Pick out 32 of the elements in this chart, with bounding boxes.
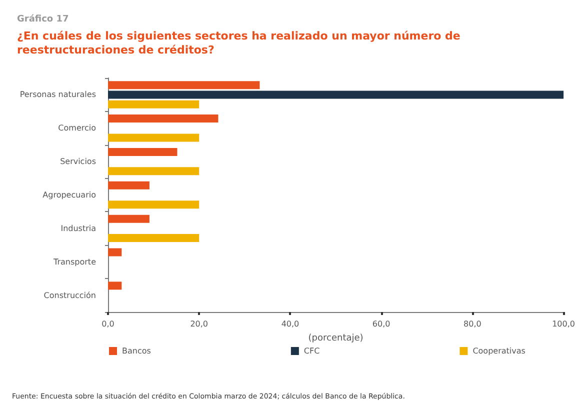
y-tick-label: Transporte <box>52 257 96 266</box>
bar <box>108 214 150 223</box>
y-tick-label: Construcción <box>44 290 96 300</box>
y-tick-label: Personas naturales <box>20 90 96 100</box>
bar <box>108 282 122 290</box>
x-tick-label: 20,0 <box>190 320 208 328</box>
bar <box>108 81 260 90</box>
bar <box>108 200 200 209</box>
x-tick-label: 40,0 <box>281 320 300 328</box>
legend-label: CFC <box>304 346 320 356</box>
bar <box>108 90 564 99</box>
chart-subtitle: ¿En cuáles de los siguientes sectores ha realizado un mayor número de reestructuraciones de créditos? <box>17 30 464 56</box>
legend-label: Cooperativas <box>472 346 526 356</box>
bar <box>108 148 178 156</box>
x-tick-label: 80,0 <box>464 320 482 328</box>
bar <box>108 167 200 176</box>
y-tick-label: Servicios <box>60 157 96 166</box>
bar <box>108 134 200 142</box>
y-tick-label: Industria <box>60 224 96 233</box>
y-tick-label: Comercio <box>58 124 96 133</box>
x-tick-label: 100,0 <box>552 320 575 328</box>
y-tick-label: Agropecuario <box>42 190 96 200</box>
bar <box>108 181 150 190</box>
x-tick-label: 60,0 <box>372 320 390 328</box>
bar <box>108 114 218 123</box>
x-tick-label: 0,0 <box>102 320 114 328</box>
bar <box>108 248 122 256</box>
chart-title: Gráfico 17 <box>17 14 69 24</box>
bar <box>108 234 200 242</box>
legend-label: Bancos <box>122 346 151 356</box>
bar <box>108 100 200 108</box>
x-axis-title: (porcentaje) <box>308 334 364 344</box>
